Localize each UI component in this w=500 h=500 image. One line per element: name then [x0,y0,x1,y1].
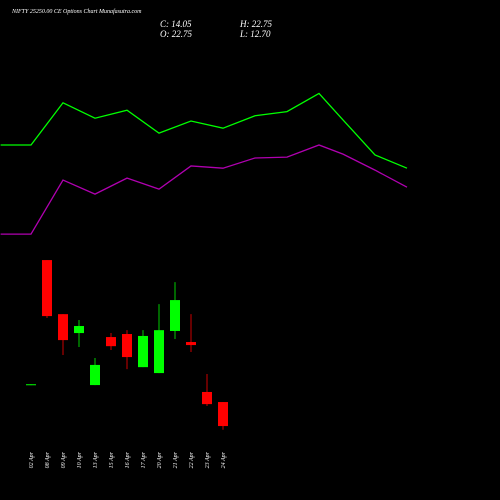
x-tick-label: 08 Apr [45,451,51,468]
candle-body [90,364,100,386]
x-tick-label: 22 Apr [189,451,195,468]
line-series [0,92,408,169]
x-tick-label: 10 Apr [77,451,83,468]
candle-body [186,342,196,346]
candle-body [74,326,84,334]
info-open: O: 22.75 [160,29,192,39]
info-high: H: 22.75 [239,19,272,29]
chart-title: NIFTY 25250.00 CE Options Chart Munafasu… [11,8,142,15]
x-tick-label: 15 Apr [109,451,115,468]
info-low: L: 12.70 [239,29,271,39]
x-tick-label: 09 Apr [61,451,67,468]
candle-body [218,402,228,427]
candle-body [58,314,68,341]
candle-body [170,300,180,331]
x-tick-label: 13 Apr [93,451,99,468]
candle-body [106,337,116,347]
candle-body [202,391,212,405]
x-tick-label: 02 Apr [29,451,35,468]
info-close: C: 14.05 [160,19,192,29]
line-series [0,144,408,235]
candle-body [154,330,164,374]
x-tick-label: 16 Apr [125,451,131,468]
x-tick-label: 24 Apr [220,451,227,468]
x-tick-label: 21 Apr [173,451,179,468]
x-tick-label: 20 Apr [157,451,163,468]
candle-body [122,334,132,358]
candle-body [26,384,36,386]
candle-body [138,335,148,368]
candle-body [42,260,52,317]
x-tick-label: 23 Apr [205,451,211,468]
x-tick-label: 17 Apr [141,451,147,468]
